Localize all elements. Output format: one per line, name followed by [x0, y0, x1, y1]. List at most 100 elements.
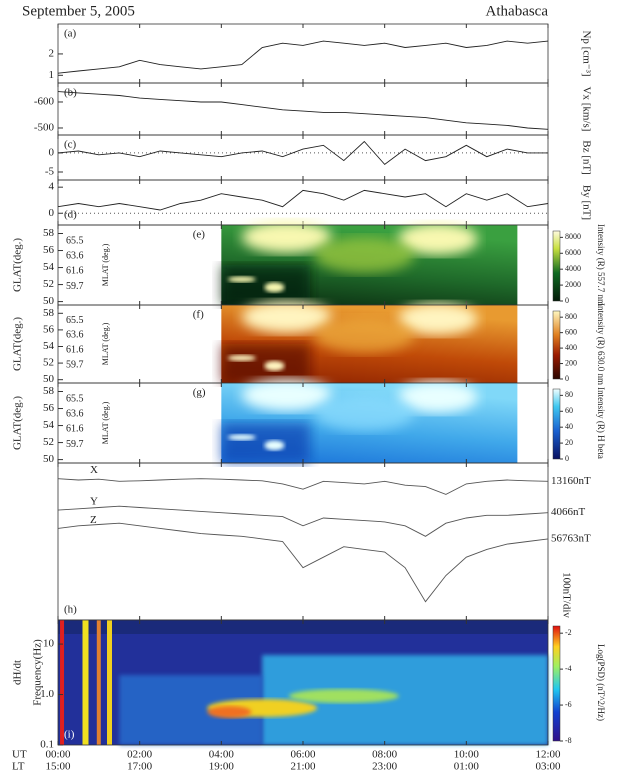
y-axis-label: Np [cm⁻³] [580, 30, 592, 76]
mlat-tick-label: 59.7 [66, 439, 84, 450]
colorbar-tick-label: 0 [565, 296, 569, 305]
scale-label: 100nT/div [560, 572, 572, 618]
y-axis-label: GLAT(deg.) [12, 396, 24, 450]
keogram-arc [264, 360, 285, 371]
colorbar-tick-label: -8 [565, 736, 572, 745]
y-tick-label: 54 [43, 261, 55, 273]
series-line [57, 91, 549, 130]
figure-title: September 5, 2005 [22, 3, 135, 19]
series-line [57, 40, 549, 74]
colorbar-tick-label: 8000 [565, 232, 581, 241]
colorbar [552, 625, 561, 742]
series-baseline-label: 56763nT [551, 532, 591, 544]
y-axis-label: dH/dt [12, 660, 24, 685]
colorbar [552, 230, 561, 302]
x-tick-label: 12:00 [535, 749, 561, 761]
panel-label: (e) [193, 229, 206, 241]
y-tick-label: -5 [45, 166, 55, 178]
keogram-aurora [314, 317, 415, 353]
keogram-aurora [241, 301, 332, 333]
colorbar-label: Intensity (R) H beta [596, 387, 606, 459]
y-tick-label: 56 [43, 244, 55, 256]
lt-axis-label: LT [12, 761, 25, 773]
lt-tick-label: 19:00 [209, 761, 235, 773]
spectrogram-pc1 [288, 689, 399, 703]
y-tick-label: 50 [43, 453, 55, 465]
mlat-tick-label: 65.5 [66, 235, 84, 246]
x-tick-label: 04:00 [209, 749, 235, 761]
y-tick-label: 50 [43, 373, 55, 385]
colorbar-tick-label: 0 [565, 454, 569, 463]
series-baseline-label: 13160nT [551, 475, 591, 487]
mlat-tick-label: 61.6 [66, 345, 84, 356]
y-tick-label: 56 [43, 402, 55, 414]
y-tick-label: 58 [43, 227, 55, 239]
colorbar-tick-label: 6000 [565, 248, 581, 257]
y-tick-label: 58 [43, 385, 55, 397]
panel-frame [57, 462, 549, 621]
lt-tick-label: 03:00 [535, 761, 561, 773]
spectrogram-pc1 [207, 706, 252, 718]
colorbar-tick-label: 80 [565, 390, 573, 399]
y-tick-label: 54 [43, 419, 55, 431]
y-tick-label: 52 [43, 357, 54, 369]
colorbar-tick-label: 0 [565, 374, 569, 383]
series-line [57, 140, 548, 166]
colorbar-tick-label: 4000 [565, 264, 581, 273]
keogram-aurora [397, 381, 478, 413]
mlat-tick-label: 63.6 [66, 250, 84, 261]
colorbar-tick-label: 60 [565, 406, 573, 415]
mlat-tick-label: 59.7 [66, 281, 84, 292]
panel-label: (i) [64, 729, 75, 741]
keogram-arc [264, 282, 285, 293]
spectrogram-burst [96, 620, 101, 745]
panel-label: (g) [193, 387, 206, 399]
series-line [57, 522, 549, 603]
keogram-aurora [314, 395, 415, 431]
x-tick-label: 02:00 [127, 749, 153, 761]
colorbar-tick-label: 600 [565, 327, 577, 336]
ut-axis-label: UT [12, 749, 27, 761]
series-name: Z [90, 514, 97, 526]
colorbar [552, 388, 561, 460]
colorbar [552, 310, 561, 380]
keogram-aurora [241, 379, 332, 411]
y-tick-label: 52 [43, 436, 54, 448]
spectrogram-image [58, 620, 548, 745]
y-tick-label: 1.0 [40, 688, 54, 700]
y-axis-label: Frequency(Hz) [32, 639, 44, 706]
spectrogram-burst [82, 620, 89, 745]
mlat-tick-label: 65.5 [66, 393, 84, 404]
panel-label: (d) [64, 209, 77, 221]
y-axis-label: MLAT (deg.) [101, 243, 110, 286]
y-tick-label: 10 [43, 638, 55, 650]
panel-frame [57, 179, 549, 226]
keogram-image [221, 221, 518, 305]
x-tick-label: 10:00 [454, 749, 480, 761]
y-tick-label: -500 [34, 122, 55, 134]
y-axis-label: MLAT (deg.) [101, 401, 110, 444]
series-baseline-label: 4066nT [551, 506, 586, 518]
panel-frame [57, 82, 549, 136]
spectrogram-band [58, 620, 548, 634]
y-axis-label: Vx [km/s] [580, 87, 592, 132]
lt-tick-label: 17:00 [127, 761, 153, 773]
y-tick-label: 56 [43, 323, 55, 335]
colorbar-tick-label: 40 [565, 422, 573, 431]
y-tick-label: 2 [49, 47, 55, 59]
series-name: Y [90, 496, 98, 508]
series-line [57, 478, 549, 495]
series-line [57, 189, 549, 211]
panel-label: (f) [193, 309, 204, 321]
y-tick-label: 58 [43, 307, 55, 319]
y-axis-label: MLAT (deg.) [101, 322, 110, 365]
panel-label: (h) [64, 604, 77, 616]
x-tick-label: 08:00 [372, 749, 398, 761]
mlat-tick-label: 59.7 [66, 359, 84, 370]
keogram-image [221, 379, 518, 463]
panel-frame [57, 134, 549, 181]
keogram-aurora [241, 221, 332, 253]
y-axis-label: Bz [nT] [580, 140, 592, 175]
spectrogram-burst [107, 620, 112, 745]
y-tick-label: 0.1 [40, 739, 54, 751]
